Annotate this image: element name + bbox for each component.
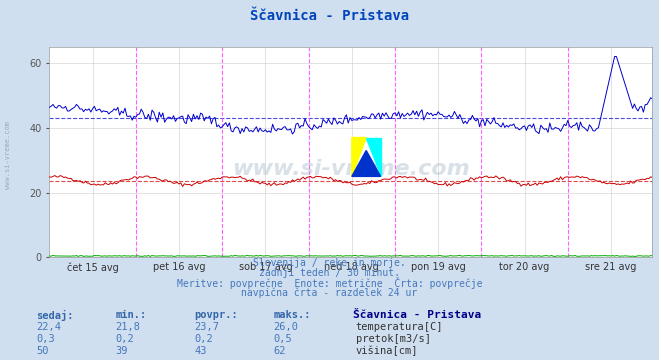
Text: 23,7: 23,7 xyxy=(194,322,219,332)
Text: Meritve: povprečne  Enote: metrične  Črta: povprečje: Meritve: povprečne Enote: metrične Črta:… xyxy=(177,277,482,289)
Text: min.:: min.: xyxy=(115,310,146,320)
Text: 22,4: 22,4 xyxy=(36,322,61,332)
Text: maks.:: maks.: xyxy=(273,310,311,320)
Text: Slovenija / reke in morje.: Slovenija / reke in morje. xyxy=(253,258,406,268)
Text: Ščavnica - Pristava: Ščavnica - Pristava xyxy=(250,9,409,23)
Text: zadnji teden / 30 minut.: zadnji teden / 30 minut. xyxy=(259,268,400,278)
Text: 0,5: 0,5 xyxy=(273,334,292,344)
Polygon shape xyxy=(352,138,366,176)
Text: 26,0: 26,0 xyxy=(273,322,299,332)
Text: 0,2: 0,2 xyxy=(115,334,134,344)
Text: Ščavnica - Pristava: Ščavnica - Pristava xyxy=(353,310,481,320)
Text: navpična črta - razdelek 24 ur: navpična črta - razdelek 24 ur xyxy=(241,288,418,298)
Polygon shape xyxy=(352,150,381,176)
Text: 62: 62 xyxy=(273,346,286,356)
Text: povpr.:: povpr.: xyxy=(194,310,238,320)
Polygon shape xyxy=(366,138,381,176)
Text: www.si-vreme.com: www.si-vreme.com xyxy=(5,121,11,189)
Text: 0,2: 0,2 xyxy=(194,334,213,344)
Text: www.si-vreme.com: www.si-vreme.com xyxy=(232,159,470,179)
Text: sedaj:: sedaj: xyxy=(36,310,74,320)
Text: višina[cm]: višina[cm] xyxy=(356,346,418,356)
Text: 50: 50 xyxy=(36,346,49,356)
Text: 39: 39 xyxy=(115,346,128,356)
Text: 21,8: 21,8 xyxy=(115,322,140,332)
Text: 43: 43 xyxy=(194,346,207,356)
Text: 0,3: 0,3 xyxy=(36,334,55,344)
Text: pretok[m3/s]: pretok[m3/s] xyxy=(356,334,431,344)
Text: temperatura[C]: temperatura[C] xyxy=(356,322,444,332)
